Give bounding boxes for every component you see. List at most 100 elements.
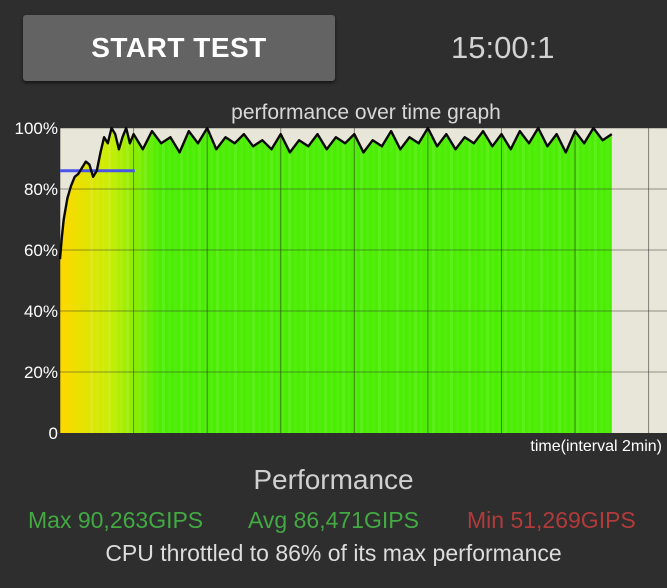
area-stripe xyxy=(252,128,255,433)
start-test-button[interactable]: START TEST xyxy=(23,15,335,81)
area-stripe xyxy=(276,128,279,433)
avg-stat: Avg 86,471GIPS xyxy=(248,507,419,533)
area-stripe xyxy=(522,128,525,433)
area-stripe xyxy=(474,128,477,433)
stats-row: Max 90,263GIPS Avg 86,471GIPS Min 51,269… xyxy=(28,505,658,535)
test-timer: 15:00:1 xyxy=(451,30,555,65)
area-stripe xyxy=(348,128,351,433)
area-stripe xyxy=(156,128,159,433)
area-stripe xyxy=(510,128,513,433)
area-stripe xyxy=(186,128,189,433)
area-stripe xyxy=(192,128,195,433)
area-stripe xyxy=(366,128,369,433)
area-stripe xyxy=(144,128,147,433)
area-stripe xyxy=(432,128,435,433)
area-stripe xyxy=(342,128,345,433)
area-stripe xyxy=(168,128,171,433)
area-stripe xyxy=(450,128,453,433)
area-stripe xyxy=(318,128,321,433)
area-stripe xyxy=(468,128,471,433)
area-stripe xyxy=(324,128,327,433)
area-stripe xyxy=(354,128,357,433)
x-axis-label: time(interval 2min) xyxy=(530,438,662,455)
area-stripe xyxy=(162,128,165,433)
area-stripe xyxy=(372,128,375,433)
y-tick-label: 100% xyxy=(15,119,58,138)
area-stripe xyxy=(150,128,153,433)
area-stripe xyxy=(420,128,423,433)
area-stripe xyxy=(216,128,219,433)
area-stripe xyxy=(516,128,519,433)
performance-chart: performance over time graph 0 20% 40% 60% 80… xyxy=(15,101,667,455)
area-stripe xyxy=(204,128,207,433)
min-stat: Min 51,269GIPS xyxy=(467,507,636,533)
area-stripe xyxy=(330,128,333,433)
area-stripe xyxy=(126,128,129,433)
area-stripe xyxy=(480,128,483,433)
area-stripe xyxy=(570,128,573,433)
area-stripe xyxy=(588,128,591,433)
area-stripe xyxy=(378,128,381,433)
area-stripe xyxy=(552,128,555,433)
area-stripe xyxy=(414,128,417,433)
throttle-message: CPU throttled to 86% of its max performa… xyxy=(105,540,562,566)
area-stripe xyxy=(114,128,117,433)
area-stripe xyxy=(210,128,213,433)
area-stripe xyxy=(198,128,201,433)
area-stripe xyxy=(576,128,579,433)
area-stripe xyxy=(258,128,261,433)
area-stripe xyxy=(336,128,339,433)
area-stripe xyxy=(270,128,273,433)
y-tick-label: 80% xyxy=(24,180,58,199)
max-stat: Max 90,263GIPS xyxy=(28,507,204,533)
area-stripe xyxy=(138,128,141,433)
chart-title: performance over time graph xyxy=(231,101,501,124)
area-stripe xyxy=(498,128,501,433)
area-stripe xyxy=(294,128,297,433)
performance-line xyxy=(58,126,613,260)
area-stripe xyxy=(234,128,237,433)
area-stripe xyxy=(300,128,303,433)
area-stripe xyxy=(402,128,405,433)
area-stripe xyxy=(408,128,411,433)
area-stripe xyxy=(600,128,603,433)
y-tick-label: 60% xyxy=(24,241,58,260)
y-tick-label: 40% xyxy=(24,302,58,321)
area-stripe xyxy=(174,128,177,433)
area-stripe xyxy=(438,128,441,433)
area-stripe xyxy=(492,128,495,433)
y-tick-label: 20% xyxy=(24,363,58,382)
area-stripe xyxy=(246,128,249,433)
area-stripe xyxy=(444,128,447,433)
area-stripe xyxy=(594,128,597,433)
area-stripe xyxy=(306,128,309,433)
y-tick-label: 0 xyxy=(49,424,58,443)
area-stripe xyxy=(228,128,231,433)
area-stripe xyxy=(534,128,537,433)
area-stripe xyxy=(108,128,111,433)
area-stripe xyxy=(312,128,315,433)
performance-title: Performance xyxy=(253,464,414,495)
area-stripe xyxy=(390,128,393,433)
area-stripe xyxy=(528,128,531,433)
area-stripe xyxy=(282,128,285,433)
area-stripe xyxy=(540,128,543,433)
area-stripe xyxy=(288,128,291,433)
area-stripe xyxy=(462,128,465,433)
area-stripe xyxy=(558,128,561,433)
area-stripe xyxy=(102,128,105,433)
area-stripe xyxy=(396,128,399,433)
area-stripe xyxy=(240,128,243,433)
area-stripe xyxy=(504,128,507,433)
area-stripe xyxy=(222,128,225,433)
area-stripe xyxy=(546,128,549,433)
area-stripe xyxy=(120,128,123,433)
area-stripe xyxy=(360,128,363,433)
area-stripe xyxy=(384,128,387,433)
area-stripe xyxy=(606,128,609,433)
area-stripe xyxy=(582,128,585,433)
area-stripe xyxy=(264,128,267,433)
area-stripe xyxy=(96,128,99,433)
area-stripe xyxy=(90,128,93,433)
area-stripe xyxy=(456,128,459,433)
